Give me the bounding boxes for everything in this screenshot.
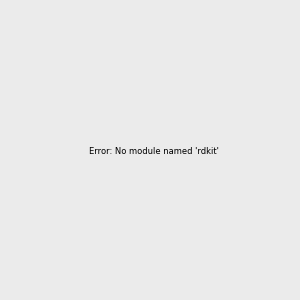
Text: Error: No module named 'rdkit': Error: No module named 'rdkit' bbox=[89, 147, 219, 156]
